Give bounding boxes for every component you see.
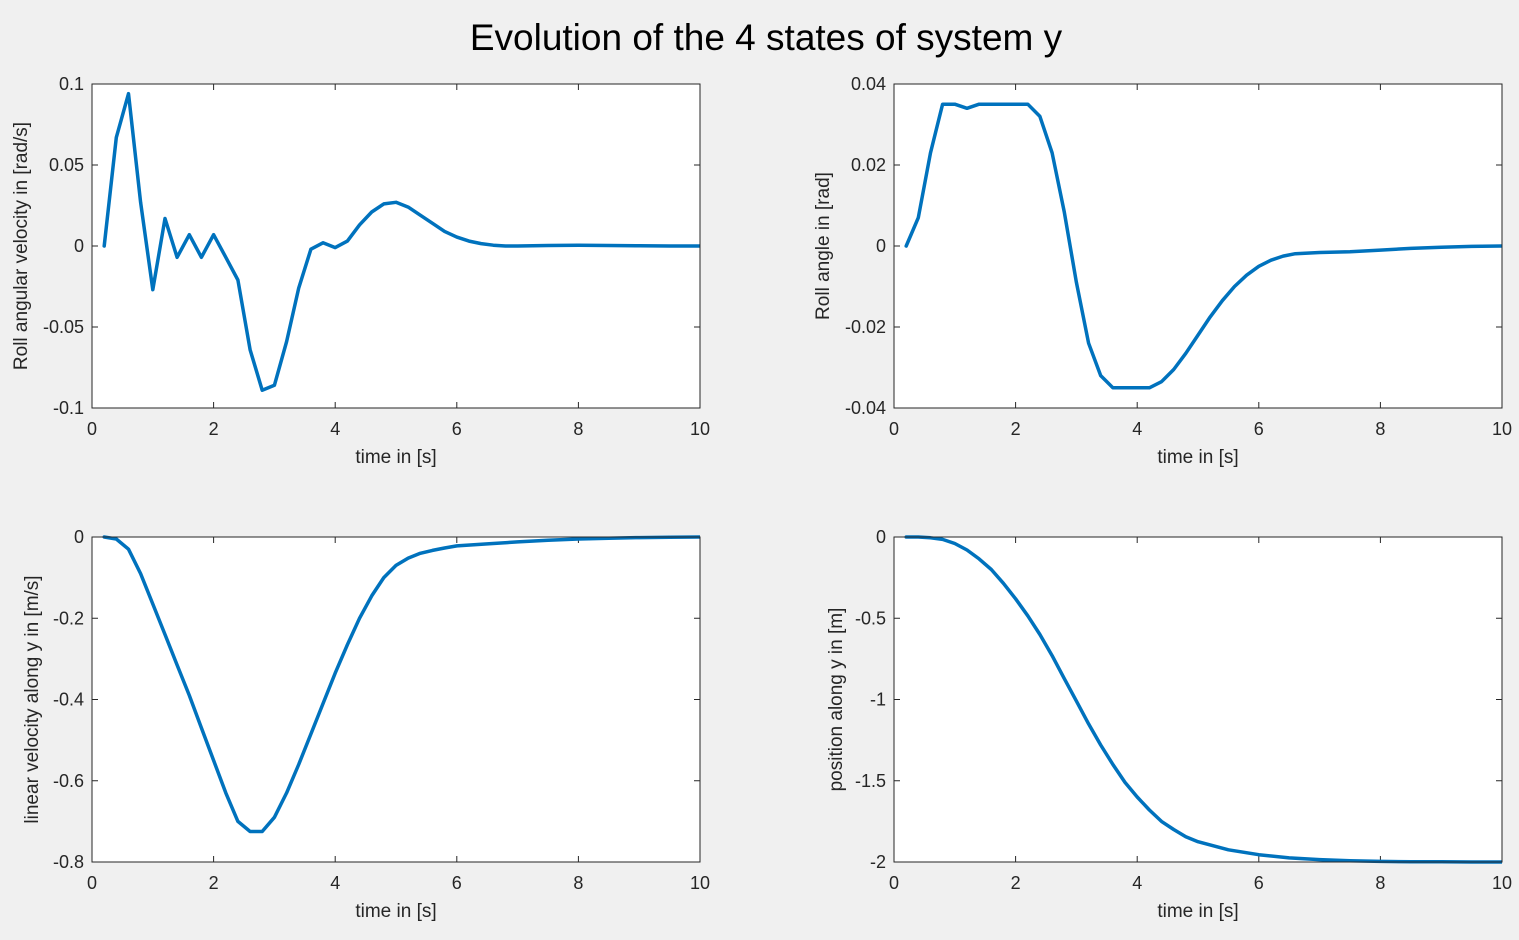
x-tick-label: 2 [209, 873, 219, 893]
axes-box-3 [91, 536, 701, 863]
y-tick-label: -0.6 [53, 771, 84, 791]
y-tick-label: 0.1 [59, 74, 84, 94]
series-line-2 [904, 102, 1502, 390]
series-line-1 [102, 91, 700, 392]
y-axis-label: linear velocity along y in [m/s] [22, 575, 43, 823]
x-axis-label: time in [s] [355, 447, 436, 468]
y-tick-label: 0 [74, 527, 84, 547]
y-tick-label: -0.1 [53, 398, 84, 418]
x-tick-label: 2 [1011, 873, 1021, 893]
x-tick-label: 6 [452, 873, 462, 893]
axes-box-2 [893, 83, 1503, 409]
y-tick-label: 0.02 [851, 155, 886, 175]
plot-area-4 [894, 537, 1502, 862]
y-tick-label: 0.05 [49, 155, 84, 175]
y-tick-label: -2 [870, 852, 886, 872]
x-tick-label: 2 [209, 419, 219, 439]
series-line-4 [904, 535, 1502, 864]
subplot-1: 0 2 4 6 8 10 -0.1 -0.05 0 0.05 0.1 time in [s] Roll … [11, 74, 710, 468]
y-tick-label: -0.05 [43, 317, 84, 337]
subplot-2: 0 2 4 6 8 10 -0.04 -0.02 0 0.02 0.04 time in [s] Rol… [813, 74, 1512, 468]
figure-title: Evolution of the 4 states of system y [470, 17, 1063, 58]
subplot-4: 0 2 4 6 8 10 -2 -1.5 -1 -0.5 0 time in [s] position … [826, 527, 1512, 922]
x-tick-label: 6 [452, 419, 462, 439]
x-tick-label: 6 [1254, 873, 1264, 893]
x-tick-label: 10 [1492, 873, 1512, 893]
y-tick-label: -0.02 [845, 317, 886, 337]
y-axis-label: position along y in [m] [826, 608, 847, 792]
series-line-3 [102, 535, 700, 834]
axes-box-1 [91, 83, 701, 409]
subplot-3: 0 2 4 6 8 10 -0.8 -0.6 -0.4 -0.2 0 time in [s] linea… [22, 527, 710, 922]
y-tick-label: 0.04 [851, 74, 886, 94]
x-tick-label: 0 [87, 873, 97, 893]
y-tick-label: 0 [74, 236, 84, 256]
y-tick-label: -0.2 [53, 608, 84, 628]
x-tick-label: 10 [690, 419, 710, 439]
x-tick-label: 4 [1132, 419, 1142, 439]
x-tick-label: 8 [1375, 419, 1385, 439]
plot-area-2 [894, 84, 1502, 408]
axes-box-4 [893, 536, 1503, 863]
x-tick-label: 0 [889, 873, 899, 893]
subplot-grid: 0 2 4 6 8 10 -0.1 -0.05 0 0.05 0.1 time in [s] Roll … [11, 74, 1512, 922]
y-tick-label: -0.04 [845, 398, 886, 418]
x-tick-label: 2 [1011, 419, 1021, 439]
y-tick-label: -0.8 [53, 852, 84, 872]
x-tick-label: 4 [1132, 873, 1142, 893]
x-tick-label: 8 [573, 873, 583, 893]
y-tick-label: 0 [876, 236, 886, 256]
y-tick-label: -1.5 [855, 771, 886, 791]
x-axis-label: time in [s] [1157, 447, 1238, 468]
x-tick-label: 0 [87, 419, 97, 439]
y-axis-label: Roll angular velocity in [rad/s] [11, 122, 32, 370]
x-tick-label: 8 [573, 419, 583, 439]
y-tick-label: -1 [870, 690, 886, 710]
x-tick-label: 4 [330, 873, 340, 893]
y-tick-label: -0.5 [855, 608, 886, 628]
x-axis-label: time in [s] [355, 901, 436, 922]
x-tick-label: 0 [889, 419, 899, 439]
x-tick-label: 8 [1375, 873, 1385, 893]
y-tick-label: 0 [876, 527, 886, 547]
y-tick-label: -0.4 [53, 690, 84, 710]
x-axis-label: time in [s] [1157, 901, 1238, 922]
x-tick-label: 6 [1254, 419, 1264, 439]
x-tick-label: 4 [330, 419, 340, 439]
plot-area-3 [92, 537, 700, 862]
x-tick-label: 10 [1492, 419, 1512, 439]
x-tick-label: 10 [690, 873, 710, 893]
y-axis-label: Roll angle in [rad] [813, 172, 834, 320]
